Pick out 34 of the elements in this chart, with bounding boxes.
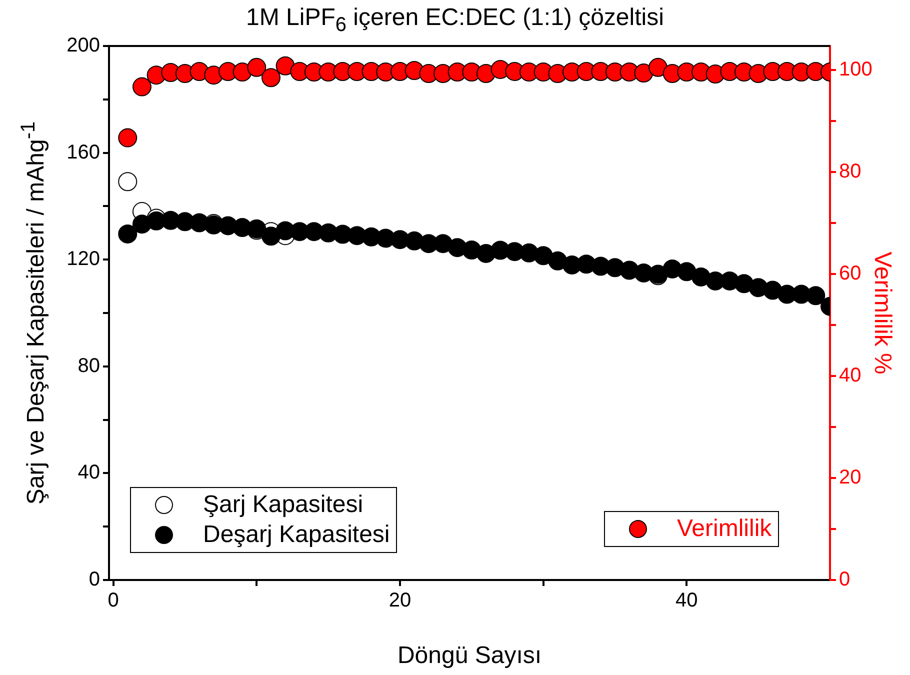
point (261, 226, 280, 246)
point (132, 77, 152, 96)
point (118, 128, 138, 148)
point (118, 172, 138, 192)
y-tick-label: 200 (66, 34, 100, 57)
y-tick-label: 40 (78, 462, 100, 484)
legend-label: Şarj Kapasitesi (203, 490, 364, 520)
y2-tick-label: 40 (839, 364, 862, 387)
x-tick-label: 40 (676, 590, 698, 612)
point (276, 56, 295, 76)
point (806, 286, 826, 306)
point (648, 58, 668, 77)
y2-axis-title: Verimlilik % (868, 252, 896, 374)
y-tick-label: 120 (66, 248, 100, 270)
point (261, 68, 280, 88)
y2-tick-label: 0 (839, 568, 850, 591)
point (534, 246, 553, 266)
point (634, 64, 654, 83)
y2-tick-label: 80 (839, 160, 862, 182)
point (118, 224, 138, 244)
y2-tick-label: 100 (839, 58, 872, 80)
y-tick-label: 160 (66, 141, 100, 164)
x-axis-title: Döngü Sayısı (397, 642, 542, 670)
y-tick-label: 0 (88, 568, 100, 591)
legend-label: Verimlilik (677, 514, 772, 544)
point (677, 262, 696, 282)
y-tick-label: 80 (78, 354, 100, 377)
x-tick-label: 0 (108, 590, 119, 612)
y2-tick-label: 60 (839, 262, 862, 284)
point (247, 58, 266, 77)
legend-label: Deşarj Kapasitesi (203, 520, 390, 550)
x-tick-label: 20 (388, 590, 412, 612)
y2-tick-label: 20 (839, 466, 862, 489)
chart-title: 1M LiPF$_{6}$ içeren EC:DEC (1:1) çözeltisi (246, 4, 664, 36)
